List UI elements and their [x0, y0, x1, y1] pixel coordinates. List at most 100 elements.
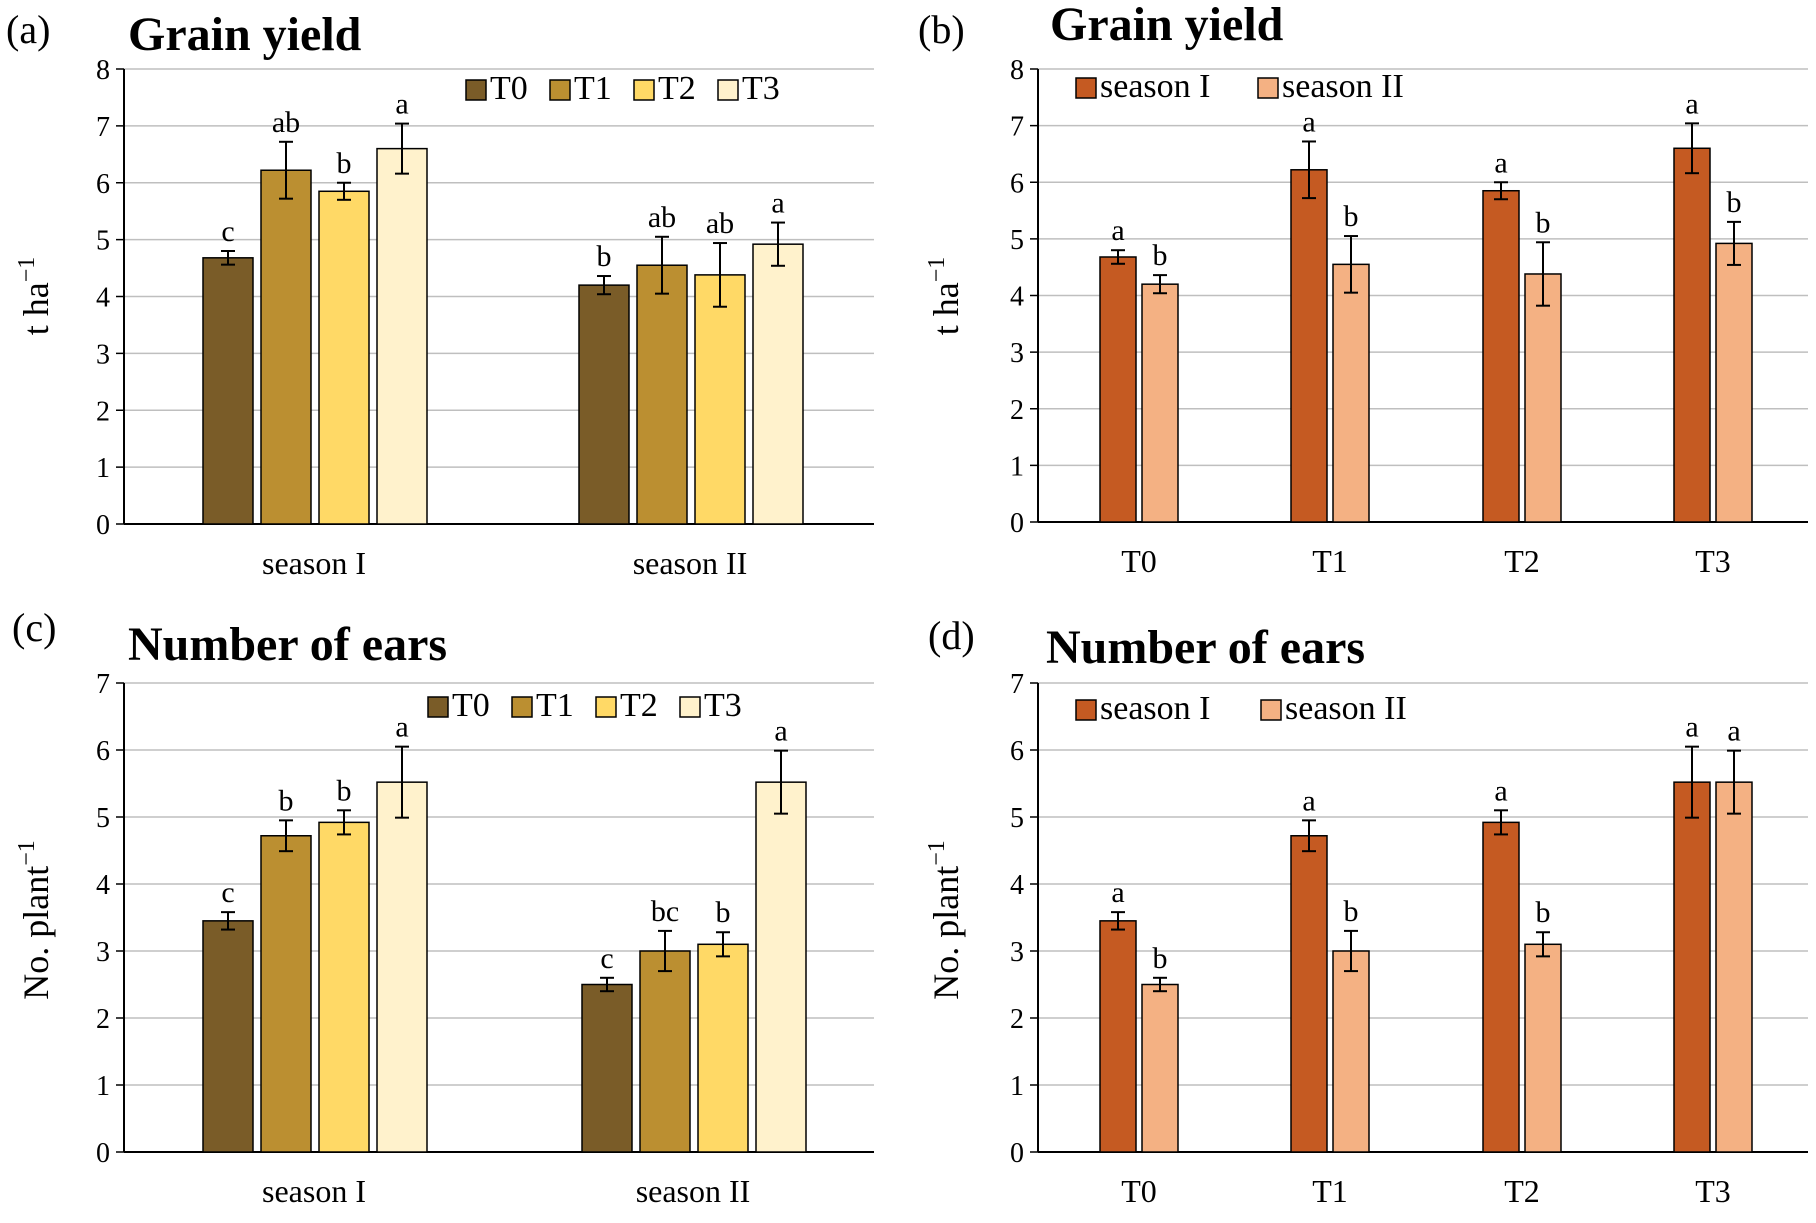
chart-panel-1: (a) Grain yield 0 1 2 3 4 5 6 7 8 t ha−1 season I sea…: [6, 7, 874, 581]
y-axis-label-text: No. plant: [16, 866, 56, 1000]
y-tick-label: 0: [1010, 1138, 1024, 1169]
y-tick-label: 2: [1010, 1004, 1024, 1035]
y-tick-label: 5: [96, 226, 110, 257]
y-axis-label: No. plant−1: [14, 840, 56, 1000]
y-axis-label-superscript: −1: [14, 257, 40, 283]
bar-t3: [752, 243, 804, 525]
x-category-label: T1: [1312, 543, 1348, 579]
chart-title: Number of ears: [1046, 621, 1365, 674]
legend-label: T0: [452, 687, 490, 724]
y-tick-label: 8: [1010, 55, 1024, 86]
legend-swatch: [1260, 699, 1282, 721]
significance-letter: a: [395, 88, 408, 121]
y-tick-label: 1: [96, 1071, 110, 1102]
legend-label: T2: [658, 70, 696, 107]
y-tick-label: 7: [96, 669, 110, 700]
significance-letter: a: [1494, 774, 1507, 807]
chart-title: Number of ears: [128, 618, 447, 671]
legend-label: T1: [536, 687, 574, 724]
bar-t1: [260, 169, 312, 525]
bar-season-i: [1099, 256, 1137, 523]
significance-letter: c: [221, 876, 234, 909]
y-tick-label: 1: [1010, 451, 1024, 482]
bar-season-ii: [1332, 950, 1370, 1153]
y-tick-label: 3: [1010, 937, 1024, 968]
y-tick-label: 0: [96, 510, 110, 541]
significance-letter: a: [774, 715, 787, 748]
significance-letter: b: [1153, 942, 1168, 975]
y-tick-label: 1: [1010, 1071, 1024, 1102]
legend-swatch: [465, 79, 487, 101]
y-tick-label: 3: [96, 937, 110, 968]
y-tick-label: 6: [96, 169, 110, 200]
significance-letter: b: [279, 784, 294, 817]
legend-label: T3: [704, 687, 742, 724]
panel-label: (a): [6, 7, 50, 52]
legend-swatch: [717, 79, 739, 101]
y-tick-label: 3: [96, 339, 110, 370]
bar-season-ii: [1141, 283, 1179, 523]
y-tick-label: 0: [1010, 508, 1024, 539]
legend-label: season I: [1100, 68, 1210, 105]
x-category-label: season I: [262, 545, 366, 581]
legend-swatch: [427, 696, 449, 718]
y-tick-label: 2: [96, 396, 110, 427]
bar-season-ii: [1332, 263, 1370, 523]
y-tick-label: 2: [1010, 395, 1024, 426]
x-category-label: T0: [1121, 543, 1157, 579]
x-category-label: T3: [1695, 543, 1731, 579]
significance-letter: a: [1111, 214, 1124, 247]
legend-swatch: [633, 79, 655, 101]
chart-panel-2: (b) Grain yield 0 1 2 3 4 5 6 7 8 t ha−1 T0 T1 T2 T3 a a a…: [918, 0, 1808, 579]
y-tick-label: 4: [1010, 282, 1024, 313]
bar-season-i: [1099, 920, 1137, 1153]
significance-letter: b: [597, 240, 612, 273]
y-tick-label: 5: [1010, 225, 1024, 256]
bar-t2: [694, 274, 746, 525]
y-tick-label: 6: [1010, 168, 1024, 199]
y-tick-label: 6: [1010, 736, 1024, 767]
bar-season-ii: [1524, 943, 1562, 1153]
legend-swatch: [595, 696, 617, 718]
bar-t1: [639, 950, 691, 1153]
y-tick-label: 5: [1010, 803, 1024, 834]
significance-letter: a: [1494, 146, 1507, 179]
chart-title: Grain yield: [128, 8, 362, 61]
significance-letter: a: [1685, 711, 1698, 744]
bar-t0: [578, 284, 630, 525]
x-category-label: T2: [1504, 543, 1540, 579]
y-tick-label: 8: [96, 55, 110, 86]
significance-letter: ab: [706, 207, 734, 240]
significance-letter: b: [337, 774, 352, 807]
chart-title: Grain yield: [1050, 0, 1284, 51]
y-axis-label-superscript: −1: [924, 257, 950, 283]
x-category-label: T3: [1695, 1173, 1731, 1209]
panel-label: (d): [928, 613, 975, 658]
significance-letter: b: [337, 147, 352, 180]
significance-letter: a: [1302, 105, 1315, 138]
bar-t0: [202, 920, 254, 1153]
significance-letter: b: [1344, 895, 1359, 928]
significance-letter: b: [1344, 200, 1359, 233]
legend-label: season II: [1282, 68, 1404, 105]
panel-label: (c): [12, 605, 56, 650]
legend-swatch: [1075, 699, 1097, 721]
y-axis-label-text: t ha: [926, 282, 966, 335]
legend-swatch: [549, 79, 571, 101]
legend-label: T1: [574, 70, 612, 107]
y-tick-label: 6: [96, 736, 110, 767]
bar-season-i: [1673, 147, 1711, 523]
legend-swatch: [679, 696, 701, 718]
y-tick-label: 4: [1010, 870, 1024, 901]
significance-letter: a: [1111, 876, 1124, 909]
bar-season-i: [1673, 781, 1711, 1153]
legend-swatch: [1075, 77, 1097, 99]
bar-season-i: [1290, 835, 1328, 1153]
significance-letter: b: [1727, 186, 1742, 219]
y-tick-label: 0: [96, 1138, 110, 1169]
y-axis-label-text: No. plant: [926, 866, 966, 1000]
x-category-label: season I: [262, 1173, 366, 1209]
x-category-label: T2: [1504, 1173, 1540, 1209]
x-category-label: T0: [1121, 1173, 1157, 1209]
